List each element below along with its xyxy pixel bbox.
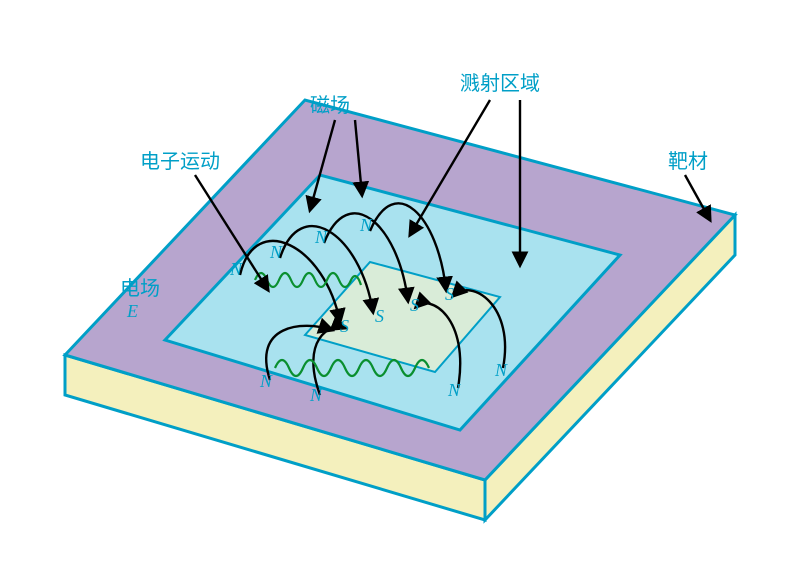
svg-text:N: N (309, 385, 323, 405)
label-magnetic-field: 磁场 (310, 94, 350, 117)
svg-text:S: S (340, 316, 349, 336)
svg-text:N: N (269, 242, 283, 262)
svg-text:N: N (229, 259, 243, 279)
label-sputter-region: 溅射区域 (460, 72, 540, 95)
label-electric-field-symbol: E (126, 301, 138, 321)
svg-text:S: S (445, 284, 454, 304)
svg-text:N: N (259, 371, 273, 391)
svg-text:N: N (314, 227, 328, 247)
label-electric-field: 电场 (120, 277, 160, 300)
svg-text:S: S (410, 295, 419, 315)
svg-text:N: N (447, 380, 461, 400)
label-electron-motion: 电子运动 (140, 150, 220, 173)
label-target: 靶材 (668, 150, 708, 173)
diagram-canvas: N N N N N N N N S S S S 溅射区域 磁场 电子运动 靶材 … (0, 0, 800, 578)
svg-text:N: N (359, 215, 373, 235)
svg-text:N: N (494, 360, 508, 380)
svg-text:S: S (375, 306, 384, 326)
